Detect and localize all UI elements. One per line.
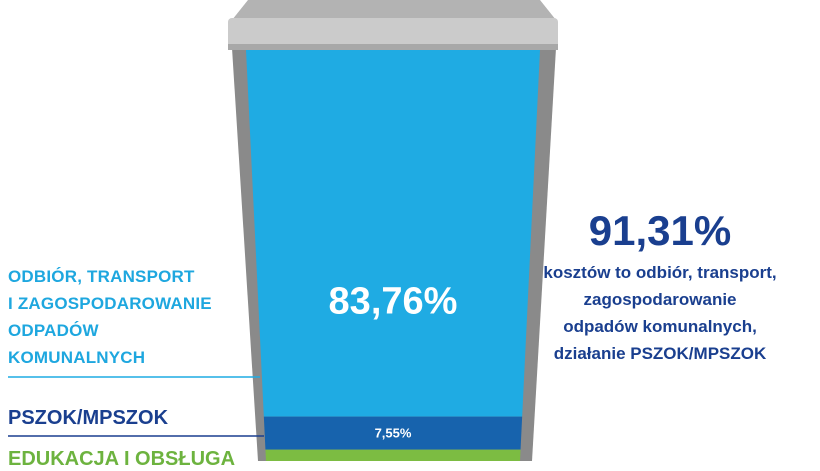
education-category-label: EDUKACJA I OBSŁUGA <box>8 448 236 470</box>
cost-segments: 83,76% 7,55% <box>246 50 540 461</box>
summary-percentage: 91,31% <box>588 207 732 254</box>
education-segment <box>265 449 521 461</box>
pszok-category-label: PSZOK/MPSZOK <box>8 407 169 429</box>
bin-lid-top <box>232 0 556 20</box>
collection-label-line-2: I ZAGOSPODAROWANIE <box>8 294 212 313</box>
summary-callout: 91,31% kosztów to odbiór, transport, zag… <box>505 203 815 367</box>
bin-lid-shade <box>228 44 558 50</box>
collection-value-label: 83,76% <box>329 280 458 322</box>
collection-label-line-4: KOMUNALNYCH <box>8 348 146 367</box>
summary-line-2: zagospodarowanie <box>583 290 737 309</box>
bin-lid-rim <box>228 18 558 48</box>
collection-segment <box>246 50 540 417</box>
summary-line-4: działanie PSZOK/MPSZOK <box>553 344 767 363</box>
summary-line-1: kosztów to odbiór, transport, <box>543 263 777 282</box>
collection-category-label: ODBIÓR, TRANSPORT I ZAGOSPODAROWANIE ODP… <box>8 263 248 371</box>
summary-line-3: odpadów komunalnych, <box>563 317 757 336</box>
collection-label-line-3: ODPADÓW <box>8 321 99 340</box>
collection-label-line-1: ODBIÓR, TRANSPORT <box>8 267 195 286</box>
summary-description: kosztów to odbiór, transport, zagospodar… <box>505 259 815 367</box>
pszok-segment <box>263 416 523 450</box>
pszok-value-label: 7,55% <box>375 426 412 441</box>
waste-bin-infographic: 83,76% 7,55% <box>8 0 558 461</box>
